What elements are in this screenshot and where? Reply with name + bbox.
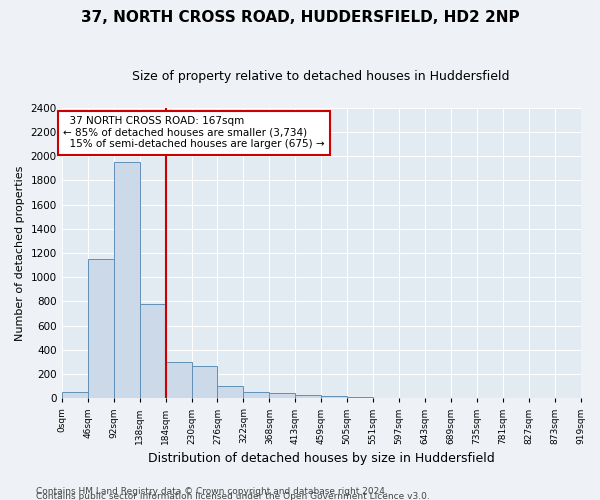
Bar — [217, 386, 244, 398]
X-axis label: Distribution of detached houses by size in Huddersfield: Distribution of detached houses by size … — [148, 452, 494, 465]
Text: 37 NORTH CROSS ROAD: 167sqm  
← 85% of detached houses are smaller (3,734)
  15%: 37 NORTH CROSS ROAD: 167sqm ← 85% of det… — [63, 116, 325, 150]
Bar — [269, 394, 295, 398]
Text: Contains HM Land Registry data © Crown copyright and database right 2024.: Contains HM Land Registry data © Crown c… — [36, 486, 388, 496]
Y-axis label: Number of detached properties: Number of detached properties — [15, 166, 25, 340]
Bar — [166, 362, 191, 399]
Bar — [88, 259, 113, 398]
Bar — [321, 396, 347, 398]
Bar — [62, 392, 88, 398]
Text: Contains public sector information licensed under the Open Government Licence v3: Contains public sector information licen… — [36, 492, 430, 500]
Bar — [113, 162, 140, 398]
Bar — [191, 366, 217, 398]
Bar — [295, 395, 321, 398]
Text: 37, NORTH CROSS ROAD, HUDDERSFIELD, HD2 2NP: 37, NORTH CROSS ROAD, HUDDERSFIELD, HD2 … — [80, 10, 520, 25]
Bar — [140, 304, 166, 398]
Bar — [244, 392, 269, 398]
Title: Size of property relative to detached houses in Huddersfield: Size of property relative to detached ho… — [133, 70, 510, 83]
Bar — [347, 397, 373, 398]
